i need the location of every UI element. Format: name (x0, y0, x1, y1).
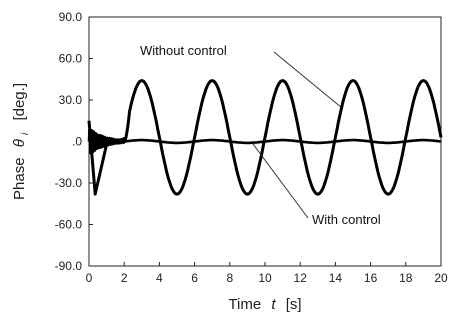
series-layer (87, 79, 443, 196)
y-axis-title-sub: i (20, 132, 31, 135)
x-axis-ticks: 0 2 4 6 8 10 12 14 16 18 20 (86, 262, 448, 285)
y-tick-label: -30.0 (55, 176, 83, 190)
annotation-arrow-without-control (273, 51, 341, 108)
x-tick-label: 8 (226, 271, 233, 285)
annotation-with-control: With control (312, 212, 381, 227)
series-line-with-control (87, 128, 442, 155)
x-tick-label: 16 (364, 271, 378, 285)
y-tick-label: 30.0 (59, 93, 83, 107)
x-tick-label: 2 (121, 271, 128, 285)
x-axis-title-unit: [s] (286, 296, 302, 313)
y-tick-label: -60.0 (55, 218, 83, 232)
x-tick-label: 18 (399, 271, 413, 285)
annotation-layer: Without control With control (140, 43, 381, 227)
x-tick-label: 14 (329, 271, 343, 285)
series-line-without-control (87, 79, 443, 196)
y-axis-title-var: θ (11, 139, 28, 147)
x-tick-label: 0 (86, 271, 93, 285)
x-tick-label: 20 (434, 271, 448, 285)
x-tick-label: 12 (294, 271, 308, 285)
annotation-arrow-with-control (252, 143, 309, 219)
y-axis-title-unit: [deg.] (11, 83, 28, 121)
x-tick-label: 10 (258, 271, 272, 285)
y-axis-ticks: 90.0 60.0 30.0 .0 -30.0 -60.0 -90.0 (55, 10, 93, 273)
x-axis-title: Time t [s] (228, 296, 301, 313)
annotation-without-control: Without control (140, 43, 227, 58)
y-axis-title: Phase θ i [deg.] (11, 83, 32, 200)
y-tick-label: -90.0 (55, 259, 83, 273)
x-axis-title-var: t (271, 296, 276, 313)
y-tick-label: .0 (72, 135, 82, 149)
x-tick-label: 4 (156, 271, 163, 285)
x-tick-label: 6 (191, 271, 198, 285)
x-axis-title-main: Time (228, 296, 261, 313)
y-tick-label: 60.0 (59, 52, 83, 66)
y-tick-label: 90.0 (59, 10, 83, 24)
y-axis-title-main: Phase (11, 157, 28, 200)
